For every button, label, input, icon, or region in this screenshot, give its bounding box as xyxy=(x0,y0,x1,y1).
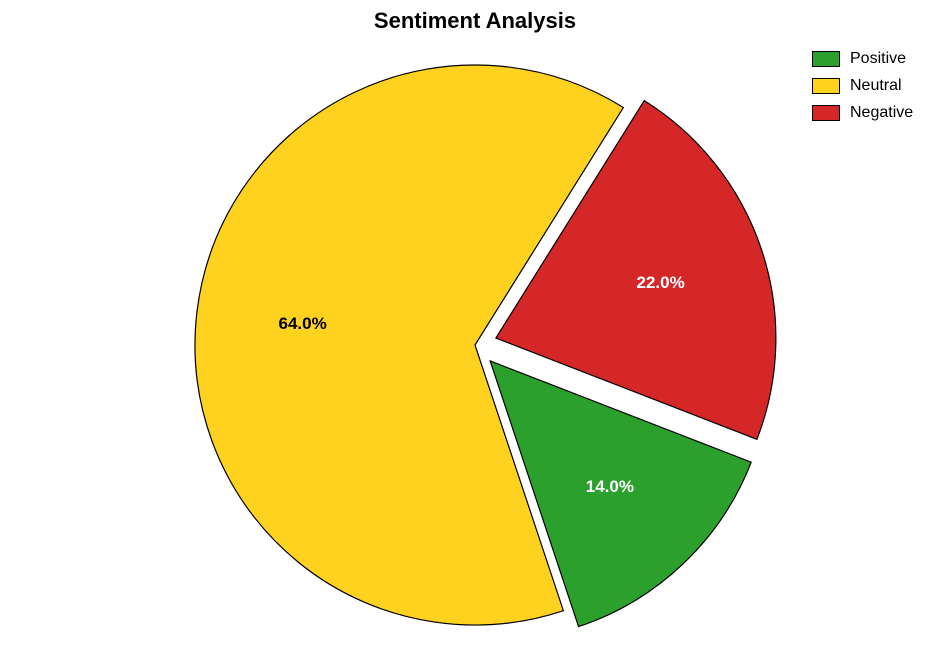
legend-label: Positive xyxy=(850,50,906,68)
slice-label-negative: 22.0% xyxy=(636,273,684,293)
legend-item-neutral: Neutral xyxy=(812,74,913,97)
legend: Positive Neutral Negative xyxy=(812,47,913,128)
legend-swatch-negative xyxy=(812,105,840,121)
legend-swatch-positive xyxy=(812,51,840,67)
slice-label-positive: 14.0% xyxy=(586,477,634,497)
legend-label: Negative xyxy=(850,104,913,122)
legend-label: Neutral xyxy=(850,77,902,95)
legend-swatch-neutral xyxy=(812,78,840,94)
slice-label-neutral: 64.0% xyxy=(279,314,327,334)
pie-chart xyxy=(0,0,950,662)
legend-item-positive: Positive xyxy=(812,47,913,70)
legend-item-negative: Negative xyxy=(812,101,913,124)
